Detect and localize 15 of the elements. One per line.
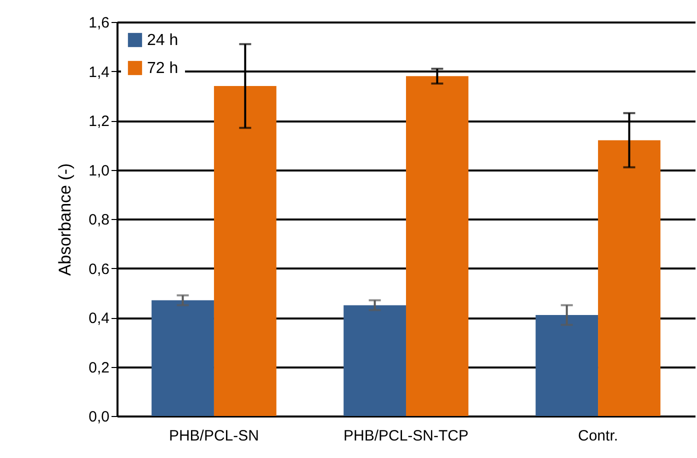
legend-label: 24 h: [147, 32, 178, 49]
y-tick-label: 0,6: [88, 260, 110, 278]
y-tick-label: 0,2: [88, 359, 110, 376]
y-axis-title: Absorbance (-): [56, 163, 75, 276]
y-tick-label: 0,8: [88, 212, 110, 228]
x-tick-label: Contr.: [578, 428, 618, 444]
x-tick-label: PHB/PCL-SN: [168, 428, 259, 444]
y-tick-label: 1,0: [88, 162, 110, 180]
y-tick-label: 0,0: [88, 408, 110, 426]
x-tick-label: PHB/PCL-SN-TCP: [343, 428, 469, 444]
legend-label: 72 h: [147, 60, 178, 77]
y-tick-label: 0,4: [88, 310, 110, 327]
y-tick-label: 1,4: [88, 64, 110, 81]
y-tick-label: 1,6: [88, 14, 110, 32]
y-tick-label: 1,2: [88, 113, 110, 130]
